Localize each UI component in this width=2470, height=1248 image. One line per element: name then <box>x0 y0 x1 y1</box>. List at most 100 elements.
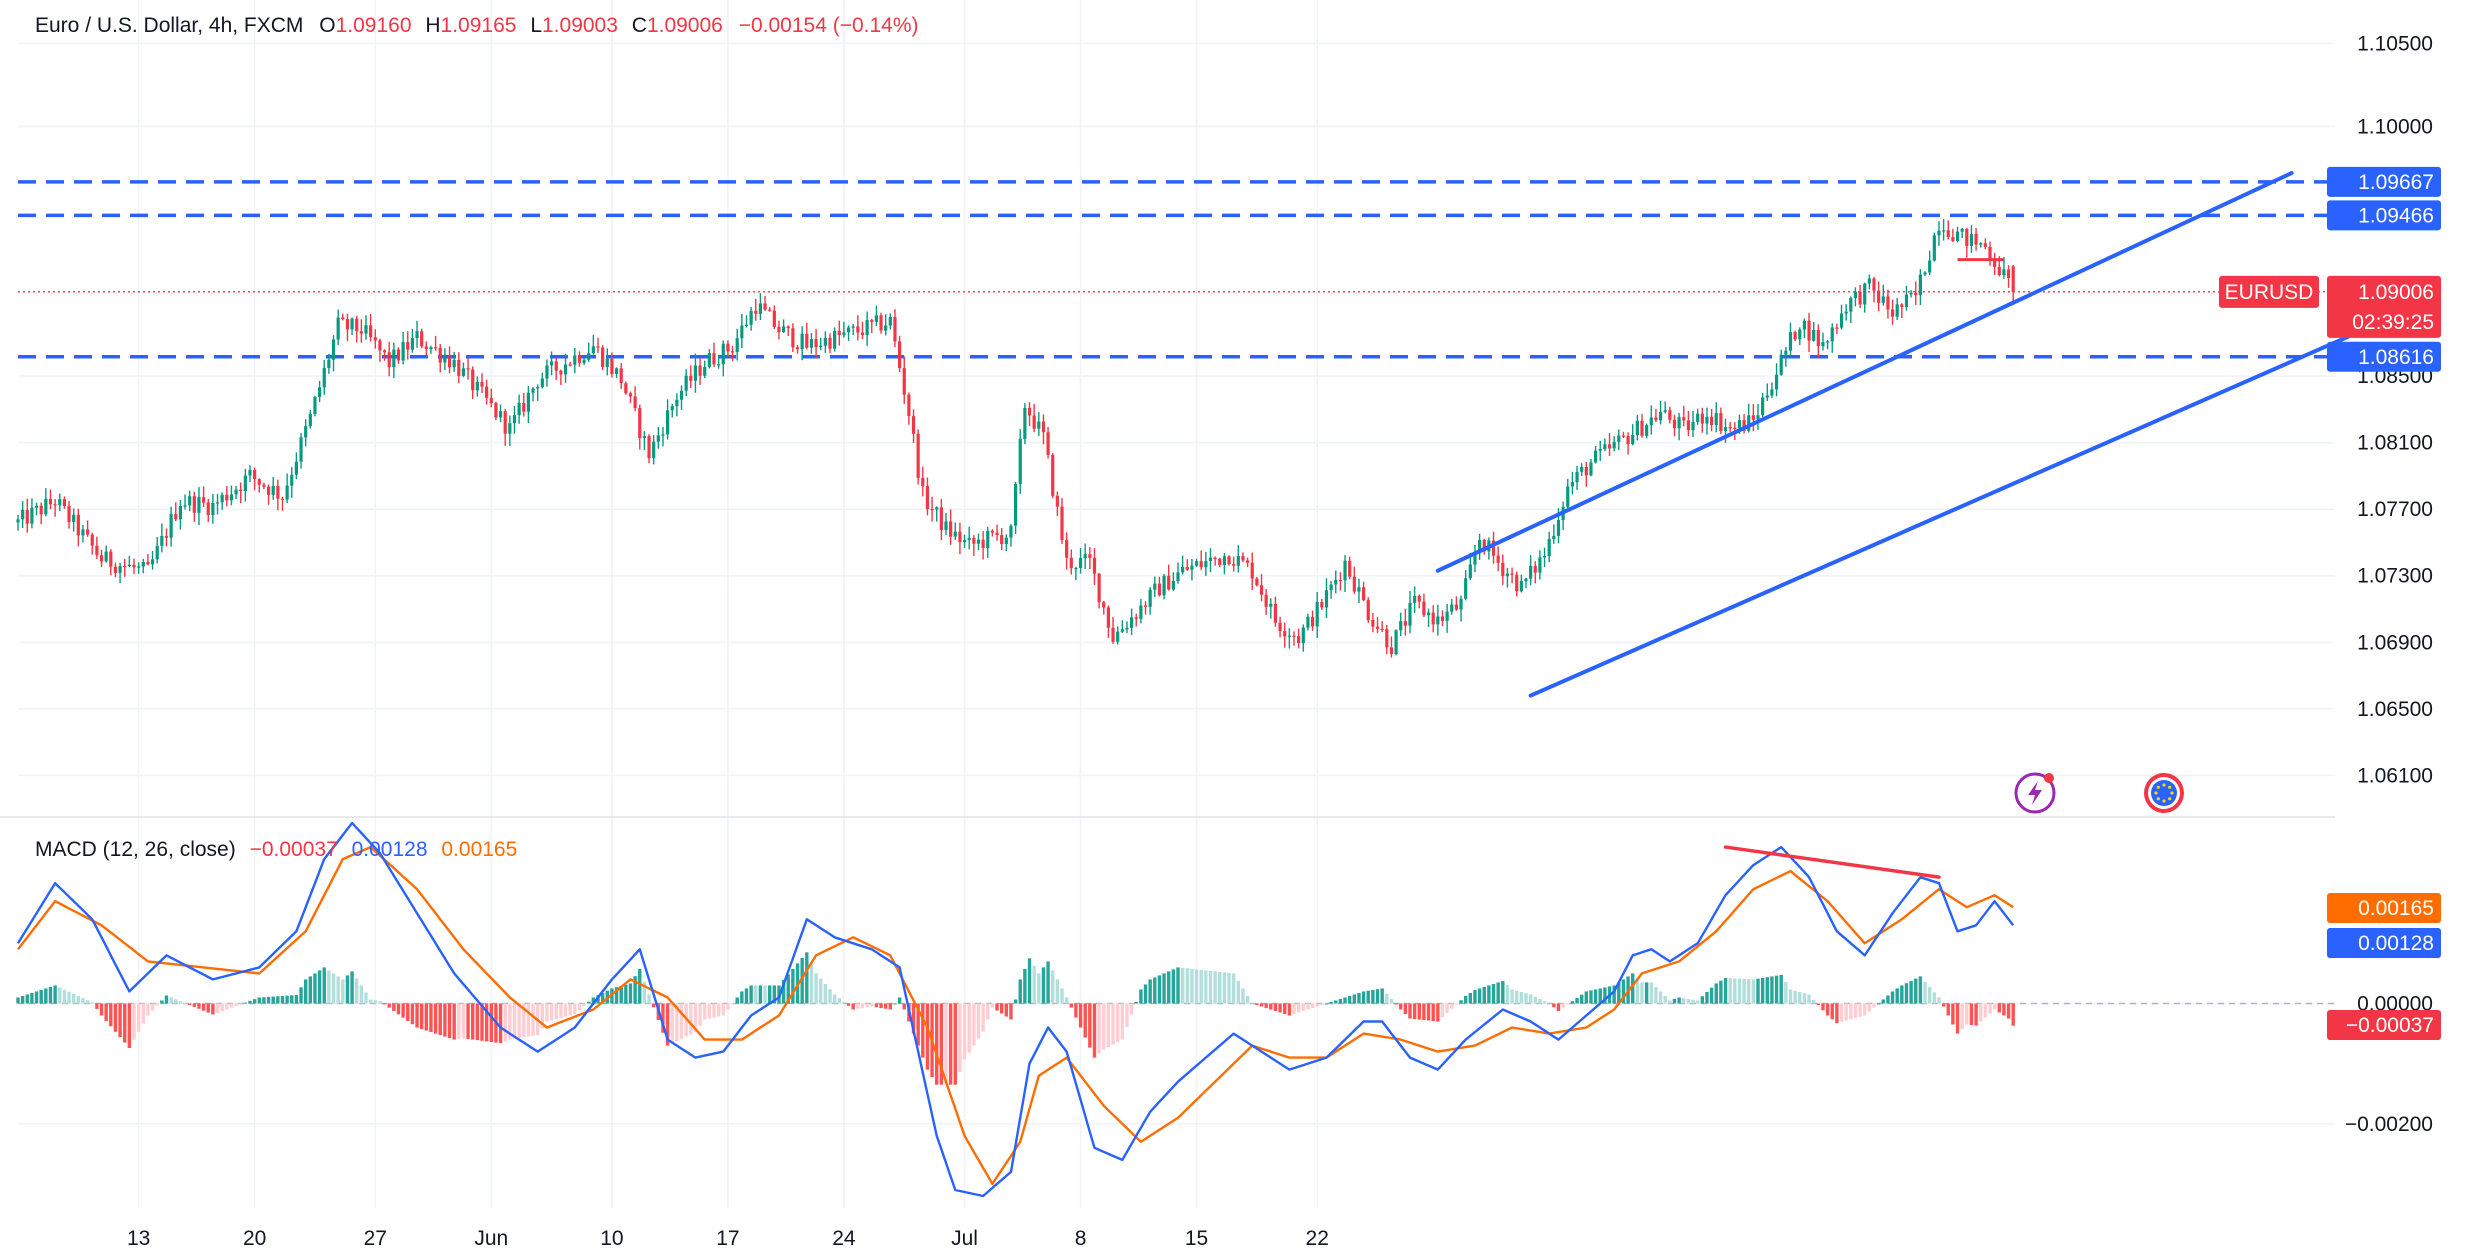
candle-body <box>364 325 368 334</box>
candle-body <box>434 347 438 349</box>
macd-histogram-bar <box>1236 980 1241 1004</box>
candle-body <box>299 437 303 462</box>
candle-body <box>1960 229 1964 232</box>
macd-histogram-bar <box>280 995 285 1004</box>
macd-histogram-bar <box>1547 1003 1551 1005</box>
candle-body <box>717 364 721 366</box>
macd-histogram-bar <box>1621 979 1626 1004</box>
macd-histogram-bar <box>545 1003 549 1022</box>
macd-histogram-bar <box>1153 977 1157 1004</box>
candle-body <box>791 328 795 348</box>
macd-histogram-bar <box>20 995 25 1004</box>
y-tick-label: 1.10000 <box>2357 115 2433 138</box>
x-tick-label: 10 <box>600 1227 623 1248</box>
channel-lower-line[interactable] <box>1528 302 2424 698</box>
candle-body <box>1440 616 1445 621</box>
channel-upper-line[interactable] <box>1435 171 2294 573</box>
candle-body <box>1130 617 1134 628</box>
macd-histogram-bar <box>387 1003 391 1008</box>
candle-body <box>1385 629 1389 648</box>
macd-histogram-bar <box>1445 1003 1449 1014</box>
candle-body <box>1041 421 1046 433</box>
candle-body <box>1923 272 1927 275</box>
candle-body <box>819 345 823 348</box>
macd-histogram-bar <box>1552 1003 1556 1008</box>
macd-histogram-bar <box>1589 990 1593 1004</box>
macd-histogram-bar <box>1863 1003 1867 1016</box>
macd-histogram-bar <box>1612 985 1616 1004</box>
candle-body <box>1473 553 1477 565</box>
macd-histogram-bar <box>1357 992 1361 1004</box>
candle-body <box>1431 612 1435 625</box>
macd-histogram-bar <box>1436 1003 1440 1022</box>
candle-body <box>1102 602 1106 608</box>
candle-body <box>554 361 558 371</box>
candle-body <box>786 326 790 329</box>
candle-body <box>39 505 43 515</box>
candle-body <box>248 469 252 476</box>
macd-histogram-bar <box>1296 1003 1301 1013</box>
eu-flag-icon[interactable] <box>2144 773 2184 813</box>
candle-body <box>1027 407 1032 416</box>
macd-histogram-bar <box>990 1003 995 1008</box>
macd-histogram-bar <box>526 1003 531 1037</box>
legend-low-value: 1.09003 <box>542 14 618 37</box>
candle-body <box>1366 600 1370 621</box>
macd-histogram-bar <box>1997 1003 2001 1013</box>
macd-histogram-bar <box>1946 1003 1950 1016</box>
candle-body <box>1909 292 1913 295</box>
candle-body <box>1218 558 1222 565</box>
macd-histogram-bar <box>1728 978 1732 1004</box>
macd-line <box>16 821 2015 1198</box>
macd-histogram-bar <box>234 1003 238 1006</box>
level-price-badge: 1.08616 <box>2327 341 2441 372</box>
macd-histogram-bar <box>1593 989 1598 1004</box>
candle-body <box>1696 413 1700 422</box>
macd-divergence-line[interactable] <box>1723 845 1941 879</box>
macd-histogram-bar <box>1083 1003 1087 1038</box>
candle-body <box>243 475 247 491</box>
macd-histogram-bar <box>197 1003 201 1009</box>
candle-body <box>1974 233 1978 245</box>
macd-histogram-bar <box>1292 1003 1296 1015</box>
candle-body <box>1672 419 1677 429</box>
candle-body <box>684 375 688 391</box>
candle-body <box>1914 292 1918 296</box>
trend-channel[interactable] <box>1435 171 2424 698</box>
candle-body <box>814 339 818 348</box>
candle-body <box>44 498 48 515</box>
candle-body <box>1761 397 1765 416</box>
candle-body <box>1380 628 1384 631</box>
candles <box>16 219 2015 658</box>
macd-histogram-bar <box>1714 983 1718 1004</box>
macd-histogram-bar <box>819 978 823 1004</box>
candle-body <box>30 507 34 524</box>
macd-histogram-bar <box>1788 989 1793 1004</box>
macd-histogram-bar <box>716 1003 721 1017</box>
level-price-badge-text: 1.09466 <box>2358 204 2434 227</box>
macd-histogram-bar <box>1895 988 1899 1004</box>
candle-body <box>420 331 424 347</box>
macd-histogram-bar <box>1635 977 1640 1004</box>
candle-body <box>735 338 739 352</box>
candle-body <box>1765 395 1769 398</box>
candle-body <box>406 342 410 350</box>
macd-histogram-bar <box>1278 1003 1282 1013</box>
candle-body <box>1232 564 1236 566</box>
candle-body <box>160 535 164 546</box>
candle-body <box>1014 483 1018 526</box>
candle-body <box>652 441 656 459</box>
candle-body <box>396 349 401 361</box>
candle-body <box>1403 621 1407 626</box>
candle-body <box>1863 283 1867 305</box>
candle-body <box>1515 574 1519 592</box>
candle-body <box>1635 420 1639 435</box>
macd-histogram-bar <box>856 1003 860 1009</box>
macd-histogram-bar <box>155 1003 159 1006</box>
candle-body <box>749 310 753 325</box>
horizontal-levels[interactable] <box>18 180 2335 359</box>
candle-body <box>1023 407 1027 439</box>
lightning-icon[interactable] <box>2014 772 2056 814</box>
candle-body <box>443 356 447 363</box>
